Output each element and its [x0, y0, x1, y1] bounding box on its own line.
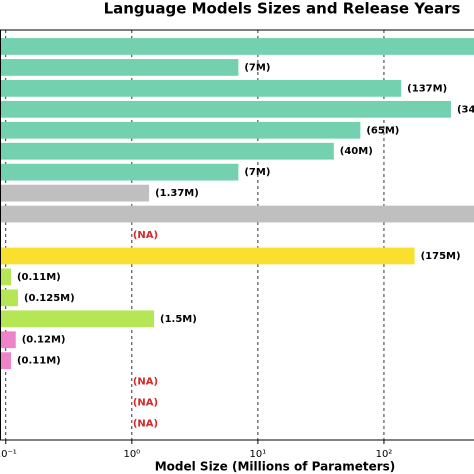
value-label: (0.11M): [17, 272, 61, 283]
value-label: (175M): [421, 251, 461, 262]
bar: [0, 205, 474, 223]
value-label: (1.5M): [160, 314, 197, 325]
plot-frame: [0, 29, 474, 441]
bar: [0, 121, 361, 139]
value-label: (0.12M): [22, 335, 66, 346]
value-label: (NA): [133, 398, 158, 409]
bar: [0, 38, 474, 55]
value-label: (7M): [244, 167, 270, 178]
value-label: (1.37M): [155, 188, 199, 199]
x-tick-label: 10¹: [250, 449, 267, 460]
bar: [0, 268, 11, 286]
value-label: (65M): [366, 125, 399, 136]
bar: [0, 310, 155, 328]
value-label: (0.125M): [24, 293, 75, 304]
bar: [0, 331, 16, 349]
x-axis-label: Model Size (Millions of Parameters): [155, 460, 396, 474]
value-label: (0.11M): [17, 356, 61, 367]
bar: [0, 100, 451, 118]
bar: [0, 247, 415, 265]
x-tick-label: 10⁻¹: [0, 449, 17, 460]
value-label: (40M): [340, 146, 373, 157]
bar: [0, 289, 18, 307]
bar: [0, 352, 11, 370]
value-label: (340M): [457, 104, 474, 115]
value-label: (7M): [244, 62, 270, 73]
bar: [0, 79, 402, 97]
bar: [0, 184, 150, 202]
x-tick-label: 10²: [376, 449, 393, 460]
bar: [0, 59, 239, 76]
value-label: (NA): [133, 230, 158, 241]
value-label: (137M): [407, 83, 447, 94]
value-label: (NA): [133, 377, 158, 388]
value-label: (NA): [133, 419, 158, 430]
bar: [0, 163, 239, 181]
chart-title: Language Models Sizes and Release Years: [104, 0, 461, 18]
x-tick-label: 10⁰: [123, 449, 140, 460]
bar: [0, 142, 334, 160]
